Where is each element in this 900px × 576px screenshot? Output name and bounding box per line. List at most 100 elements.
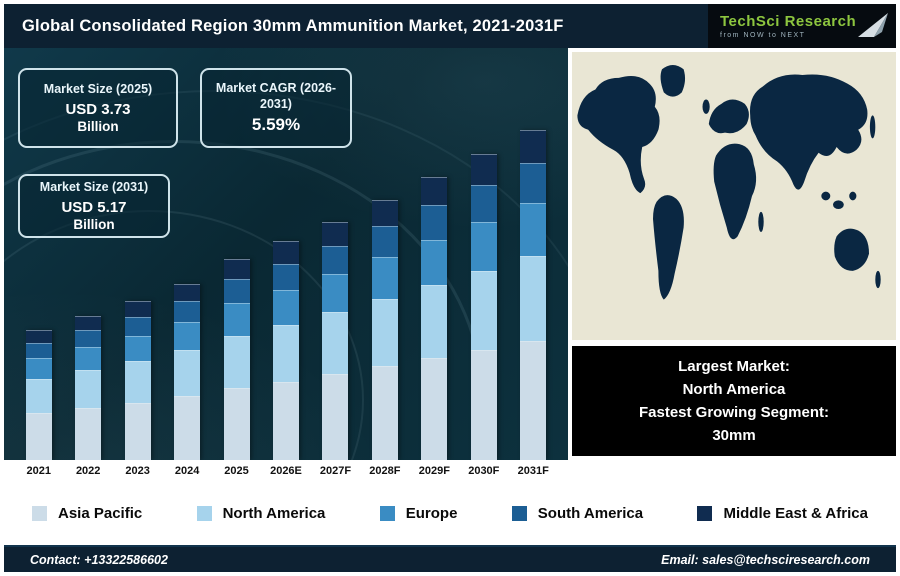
logo-brand-text: TechSci Research: [720, 13, 857, 30]
bar-segment-europe[interactable]: [124, 335, 151, 362]
bar-segment-north-america[interactable]: [223, 335, 250, 388]
bar-segment-south-america[interactable]: [322, 245, 349, 275]
page-title: Global Consolidated Region 30mm Ammuniti…: [22, 16, 564, 35]
x-axis-label: 2028F: [369, 465, 401, 477]
fastest-segment-label: Fastest Growing Segment:: [638, 404, 830, 421]
bar-segment-north-america[interactable]: [470, 270, 497, 351]
bar-segment-north-america[interactable]: [124, 361, 151, 403]
market-size-2031-label: Market Size (2031): [39, 180, 149, 195]
bar-segment-middle-east-africa[interactable]: [470, 154, 497, 186]
bar-segment-europe[interactable]: [75, 347, 102, 371]
logo-tagline: from NOW to NEXT: [720, 32, 806, 39]
bar-segment-europe[interactable]: [470, 222, 497, 271]
x-axis-label: 2023: [125, 465, 150, 477]
bar-segment-middle-east-africa[interactable]: [174, 283, 201, 302]
x-axis-labels: 2021 2022 2023 2024 2025 2026E 2027F 2028F 2029F…: [4, 460, 568, 482]
bar-segment-south-america[interactable]: [174, 301, 201, 323]
largest-market-value: North America: [682, 380, 786, 398]
bar-column[interactable]: [14, 329, 63, 460]
bar-segment-south-america[interactable]: [470, 185, 497, 223]
x-axis-label: 2024: [174, 465, 200, 477]
bar-segment-asia-pacific[interactable]: [322, 374, 349, 460]
bar-segment-north-america[interactable]: [75, 370, 102, 408]
bar-segment-asia-pacific[interactable]: [421, 358, 448, 460]
bar-segment-asia-pacific[interactable]: [25, 413, 52, 460]
legend-item-europe[interactable]: Europe: [379, 504, 458, 522]
fastest-segment-value: 30mm: [712, 427, 756, 445]
bar-segment-middle-east-africa[interactable]: [272, 241, 299, 264]
bar-segment-asia-pacific[interactable]: [470, 350, 497, 460]
bar-segment-asia-pacific[interactable]: [75, 408, 102, 460]
bar-segment-asia-pacific[interactable]: [124, 402, 151, 460]
bar-segment-south-america[interactable]: [75, 330, 102, 348]
bar-segment-middle-east-africa[interactable]: [421, 177, 448, 206]
bar-segment-north-america[interactable]: [272, 324, 299, 382]
bar-segment-asia-pacific[interactable]: [272, 381, 299, 460]
market-size-2025-unit: Billion: [77, 118, 119, 134]
bar-segment-middle-east-africa[interactable]: [223, 259, 250, 280]
bar-segment-middle-east-africa[interactable]: [75, 316, 102, 331]
footer-bar: Contact: +13322586602 Email: sales@techs…: [4, 545, 896, 572]
bar-segment-asia-pacific[interactable]: [174, 396, 201, 460]
bar-segment-north-america[interactable]: [421, 284, 448, 359]
bar-column[interactable]: [63, 316, 112, 460]
bar-segment-middle-east-africa[interactable]: [322, 221, 349, 246]
legend: Asia Pacific North America Europe South Ame…: [4, 492, 896, 534]
bar-column[interactable]: [509, 129, 558, 460]
bar-segment-south-america[interactable]: [223, 279, 250, 304]
bar-segment-europe[interactable]: [421, 239, 448, 285]
bar-segment-asia-pacific[interactable]: [223, 387, 250, 460]
bar-segment-south-america[interactable]: [124, 316, 151, 336]
bar-segment-south-america[interactable]: [520, 163, 547, 203]
bar-segment-middle-east-africa[interactable]: [25, 329, 52, 343]
bar-segment-asia-pacific[interactable]: [371, 366, 398, 460]
legend-item-asia-pacific[interactable]: Asia Pacific: [32, 505, 142, 522]
bar-segment-north-america[interactable]: [25, 379, 52, 414]
footer-contact: Contact: +13322586602: [30, 552, 168, 567]
market-size-2031-unit: Billion: [73, 216, 115, 232]
bar-segment-south-america[interactable]: [421, 205, 448, 240]
bar-column[interactable]: [261, 241, 310, 460]
bar-column[interactable]: [212, 259, 261, 460]
bar-segment-middle-east-africa[interactable]: [124, 300, 151, 317]
right-panel: Largest Market: North America Fastest Gr…: [572, 52, 896, 456]
bar-column[interactable]: [360, 199, 409, 460]
market-cagr-label: Market CAGR (2026-2031): [215, 80, 337, 111]
bar-segment-asia-pacific[interactable]: [520, 341, 547, 460]
bar-segment-middle-east-africa[interactable]: [520, 129, 547, 164]
bar-segment-south-america[interactable]: [25, 342, 52, 359]
bar-segment-south-america[interactable]: [272, 263, 299, 290]
legend-item-south-america[interactable]: South America: [511, 505, 643, 522]
bar-column[interactable]: [162, 283, 211, 460]
bar-column[interactable]: [113, 300, 162, 460]
legend-label: Europe: [405, 504, 458, 522]
market-size-2031-box: Market Size (2031) USD 5.17 Billion: [18, 174, 170, 238]
bar-segment-europe[interactable]: [174, 322, 201, 351]
bars-row: [4, 129, 568, 460]
bar-segment-north-america[interactable]: [322, 312, 349, 375]
bar-segment-europe[interactable]: [322, 274, 349, 313]
legend-swatch: [697, 505, 713, 521]
bar-segment-north-america[interactable]: [174, 350, 201, 397]
bar-column[interactable]: [311, 221, 360, 460]
bar-segment-europe[interactable]: [371, 257, 398, 299]
bar-segment-middle-east-africa[interactable]: [371, 199, 398, 227]
bar-segment-europe[interactable]: [223, 303, 250, 336]
legend-label: Middle East & Africa: [723, 504, 868, 522]
legend-swatch: [511, 505, 527, 521]
legend-item-middle-east-africa[interactable]: Middle East & Africa: [697, 504, 868, 522]
highlight-box: Largest Market: North America Fastest Gr…: [572, 346, 896, 456]
bar-column[interactable]: [410, 177, 459, 460]
chart-panel: Market Size (2025) USD 3.73 Billion Mark…: [4, 48, 568, 460]
bar-segment-south-america[interactable]: [371, 226, 398, 258]
bar-segment-europe[interactable]: [25, 358, 52, 380]
bar-column[interactable]: [459, 154, 508, 460]
bar-segment-north-america[interactable]: [371, 298, 398, 367]
legend-item-north-america[interactable]: North America: [196, 505, 325, 522]
bar-segment-europe[interactable]: [520, 202, 547, 256]
bar-segment-europe[interactable]: [272, 289, 299, 325]
largest-market-label: Largest Market:: [678, 357, 790, 375]
x-axis-label: 2029F: [418, 465, 450, 477]
world-map-svg: [577, 64, 881, 300]
bar-segment-north-america[interactable]: [520, 255, 547, 342]
